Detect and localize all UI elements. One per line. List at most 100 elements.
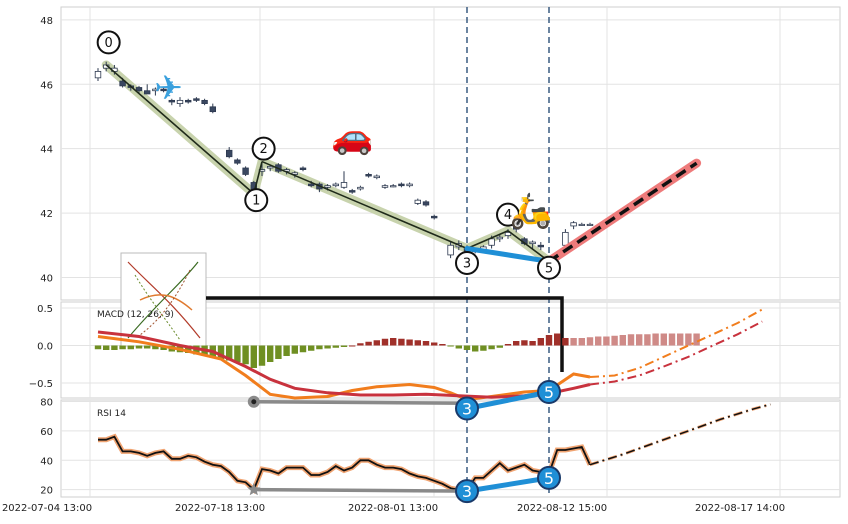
candle-body: [422, 201, 430, 206]
inset-curve: [139, 294, 193, 311]
macd-histogram-bar: [554, 333, 561, 346]
macd-histogram-bar: [258, 345, 266, 366]
x-tick-label: 2022-08-01 13:00: [348, 503, 438, 514]
y-tick-label: 42: [40, 209, 53, 220]
macd-histogram-bar: [521, 340, 528, 346]
candle-body: [184, 99, 192, 103]
x-tick-label: 2022-08-17 14:00: [695, 503, 785, 514]
macd-histogram-bar: [308, 345, 315, 351]
macd-histogram-bar: [144, 345, 151, 349]
candle-body: [201, 99, 208, 104]
y-tick-label: 40: [40, 456, 53, 467]
macd-histogram-bar: [480, 345, 487, 351]
rsi-divergence-line: [253, 487, 468, 493]
zigzag-line: [507, 230, 550, 263]
macd-forecast-line: [589, 308, 763, 378]
y-tick-label: 48: [40, 16, 53, 27]
candle-body: [504, 231, 512, 237]
macd-histogram-forecast-bar: [677, 333, 684, 346]
rsi-panel: [60, 399, 841, 498]
candle-body: [119, 80, 126, 87]
inset-curve: [139, 269, 191, 336]
candle-body: [332, 183, 339, 187]
rsi-pivot-marker: [537, 465, 561, 490]
macd-histogram-bar: [349, 345, 356, 347]
rsi-pivot-marker: [455, 479, 479, 504]
macd-pivot-label: 3: [462, 400, 472, 419]
pivot-label: 1: [252, 194, 260, 209]
inset-curve: [127, 261, 199, 339]
pivot-label: 0: [105, 36, 113, 51]
macd-divergence-start-dot: [251, 399, 257, 405]
candle-body: [365, 174, 372, 177]
macd-histogram-forecast-bar: [595, 336, 602, 346]
pivot-marker: [251, 136, 276, 161]
candle-body: [414, 199, 421, 204]
candle-body: [373, 175, 380, 179]
macd-divergence-line: [253, 400, 468, 405]
candle-body: [488, 238, 495, 246]
y-tick-label: 0.0: [37, 342, 53, 353]
macd-histogram-bar: [365, 341, 372, 346]
candle-body: [398, 183, 405, 187]
x-tick-label: 2022-08-12 15:00: [517, 503, 607, 514]
macd-histogram-bar: [488, 345, 495, 350]
macd-histogram-bar: [324, 345, 331, 349]
macd-histogram-forecast-bar: [570, 338, 577, 346]
macd-histogram-forecast-bar: [644, 334, 651, 346]
pivot-marker: [496, 202, 520, 227]
wave-3-5-segment: [464, 245, 552, 264]
zigzag-line: [105, 64, 255, 195]
connector-line: [206, 296, 564, 372]
y-tick-label: 20: [40, 486, 53, 497]
macd-histogram-bar: [316, 345, 323, 350]
candle-body: [135, 87, 143, 92]
candle-body: [570, 222, 577, 227]
macd-pivot-marker: [537, 380, 561, 404]
candle-body: [496, 236, 503, 240]
candle-body: [299, 167, 307, 170]
airplane-icon: ✈: [154, 68, 183, 108]
candle-body: [242, 167, 249, 175]
y-tick-label: 44: [40, 145, 53, 156]
macd-signal-forecast-line: [589, 320, 763, 386]
candle-body: [389, 185, 397, 188]
candle-body: [586, 223, 594, 226]
macd-line: [97, 335, 591, 402]
macd-histogram-bar: [447, 345, 454, 347]
candle-body: [266, 165, 274, 169]
macd-histogram-bar: [127, 345, 134, 350]
zigzag-line: [466, 230, 509, 250]
macd-histogram-bar: [414, 340, 421, 346]
pivot-marker: [96, 30, 121, 55]
rsi-line: [98, 435, 591, 492]
macd-histogram-bar: [513, 341, 520, 346]
pivot-label: 2: [259, 142, 267, 157]
macd-panel-label: MACD (12, 26, 9): [97, 310, 174, 320]
macd-histogram-bar: [119, 345, 126, 350]
macd-histogram-bar: [111, 345, 118, 350]
candle-body: [143, 90, 151, 95]
macd-histogram-forecast-bar: [652, 333, 659, 346]
y-tick-label: 60: [40, 427, 53, 438]
macd-histogram-bar: [185, 345, 192, 353]
macd-histogram-forecast-bar: [685, 333, 692, 346]
macd-histogram-bar: [226, 345, 233, 361]
projection-line: [548, 161, 698, 263]
macd-histogram-bar: [103, 345, 110, 350]
inset-curve: [134, 274, 181, 341]
y-tick-label: −0.5: [29, 379, 53, 390]
macd-histogram-bar: [381, 338, 389, 346]
macd-histogram-bar: [504, 344, 512, 346]
macd-histogram-forecast-bar: [693, 333, 700, 346]
macd-histogram-bar: [529, 341, 536, 346]
macd-histogram-bar: [234, 345, 241, 362]
rsi-divergence-start: [247, 482, 261, 496]
macd-histogram-bar: [463, 345, 471, 350]
macd-histogram-forecast-bar: [636, 334, 643, 346]
pivot-marker: [455, 250, 479, 275]
candle-body: [193, 98, 200, 101]
macd-histogram-bar: [152, 345, 159, 350]
